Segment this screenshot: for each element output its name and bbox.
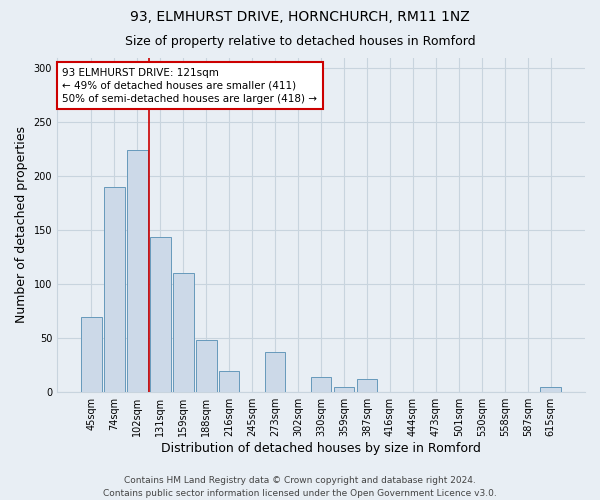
Bar [356,380,377,392]
Bar [104,187,125,392]
Bar [265,352,286,392]
Bar [173,274,194,392]
Text: Size of property relative to detached houses in Romford: Size of property relative to detached ho… [125,35,475,48]
Bar [334,387,355,392]
Y-axis label: Number of detached properties: Number of detached properties [15,126,28,324]
Bar [81,316,102,392]
Bar [150,236,170,392]
Text: 93, ELMHURST DRIVE, HORNCHURCH, RM11 1NZ: 93, ELMHURST DRIVE, HORNCHURCH, RM11 1NZ [130,10,470,24]
Text: Contains HM Land Registry data © Crown copyright and database right 2024.
Contai: Contains HM Land Registry data © Crown c… [103,476,497,498]
Text: 93 ELMHURST DRIVE: 121sqm
← 49% of detached houses are smaller (411)
50% of semi: 93 ELMHURST DRIVE: 121sqm ← 49% of detac… [62,68,317,104]
Bar [196,340,217,392]
X-axis label: Distribution of detached houses by size in Romford: Distribution of detached houses by size … [161,442,481,455]
Bar [541,387,561,392]
Bar [311,377,331,392]
Bar [219,370,239,392]
Bar [127,150,148,392]
